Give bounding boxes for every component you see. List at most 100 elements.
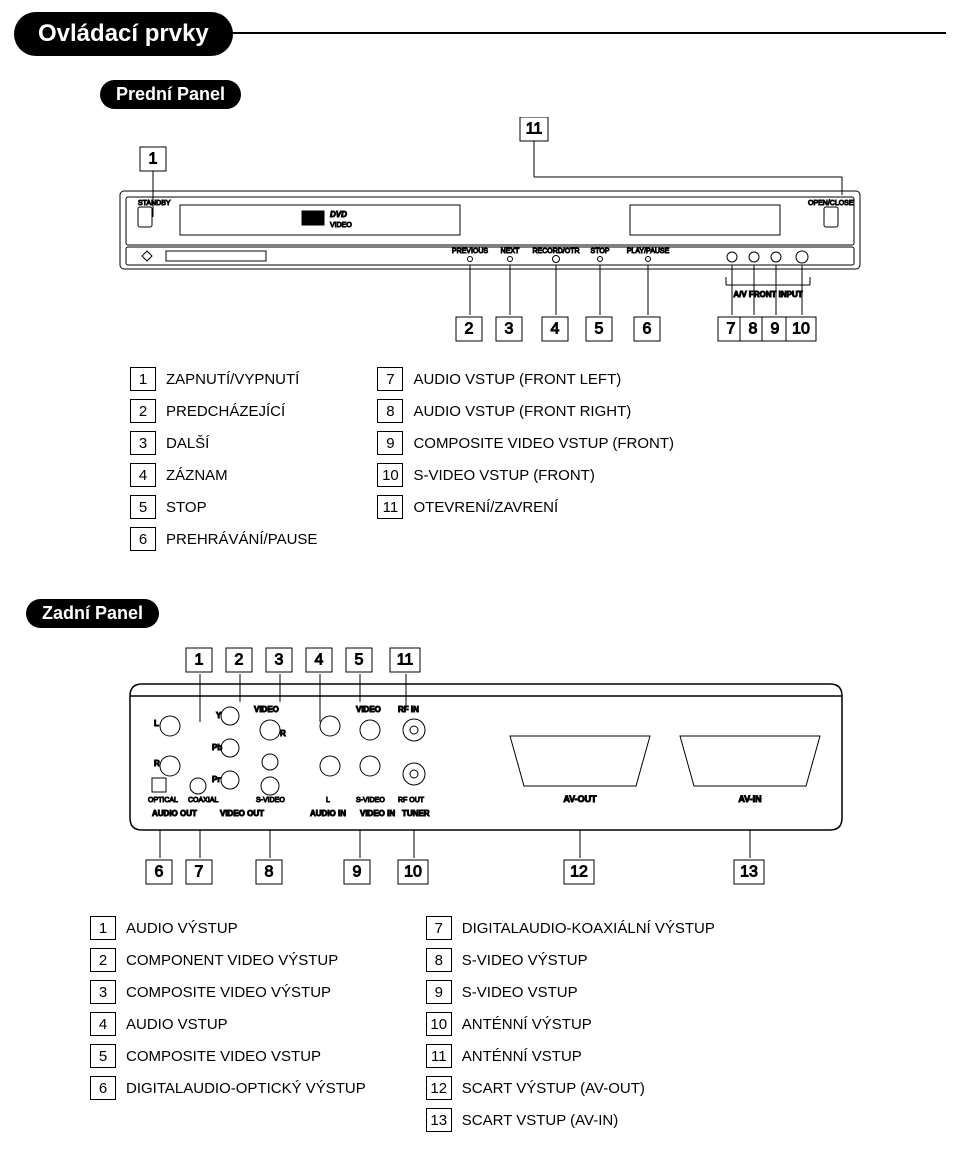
legend-label: DIGITALAUDIO-KOAXIÁLNÍ VÝSTUP [462,920,715,937]
legend-label: AUDIO VÝSTUP [126,920,238,937]
legend-row: 7DIGITALAUDIO-KOAXIÁLNÍ VÝSTUP [426,916,715,940]
callout-11: 11 [526,121,543,138]
legend-row: 10 S-VIDEO VSTUP (FRONT) [377,463,674,487]
label-playpause: PLAY/PAUSE [627,248,670,255]
page-title: Ovládací prvky [14,12,233,56]
rear-svideo1: S-VIDEO [256,797,285,804]
rear-Y: Y [216,711,222,720]
svg-text:4: 4 [315,652,324,669]
legend-row: 8S-VIDEO VÝSTUP [426,948,715,972]
legend-label: ZÁZNAM [166,467,228,484]
legend-numbox: 4 [90,1012,116,1036]
legend-label: STOP [166,499,207,516]
svg-text:R: R [280,729,286,738]
legend-label: SCART VÝSTUP (AV-OUT) [462,1080,645,1097]
legend-row: 4 ZÁZNAM [130,463,317,487]
svg-text:1: 1 [195,652,204,669]
legend-row: 4 AUDIO VSTUP [90,1012,366,1036]
label-previous: PREVIOUS [452,248,489,255]
rear-rfout: RF OUT [398,797,425,804]
rear-audioin: AUDIO IN [310,809,346,818]
legend-label: COMPONENT VIDEO VÝSTUP [126,952,338,969]
legend-numbox: 12 [426,1076,452,1100]
legend-label: SCART VSTUP (AV-IN) [462,1112,618,1129]
legend-numbox: 5 [90,1044,116,1068]
legend-numbox: 2 [130,399,156,423]
header-rule [230,32,946,34]
legend-label: AUDIO VSTUP [126,1016,228,1033]
legend-numbox: 13 [426,1108,452,1132]
legend-numbox: 11 [377,495,403,519]
svg-text:9: 9 [353,864,362,881]
legend-label: COMPOSITE VIDEO VÝSTUP [126,984,331,1001]
legend-numbox: 9 [377,431,403,455]
svg-text:2: 2 [235,652,244,669]
legend-label: S-VIDEO VSTUP [462,984,578,1001]
legend-numbox: 6 [130,527,156,551]
legend-numbox: 2 [90,948,116,972]
svg-text:8: 8 [749,321,758,338]
rear-optical: OPTICAL [148,797,178,804]
legend-row: 2 COMPONENT VIDEO VÝSTUP [90,948,366,972]
callout-1: 1 [149,151,158,168]
svg-text:3: 3 [505,321,514,338]
legend-label: COMPOSITE VIDEO VSTUP (FRONT) [413,435,674,452]
legend-row: 1 AUDIO VÝSTUP [90,916,366,940]
label-standby: STANDBY [138,200,171,207]
front-panel-diagram: 11 1 STANDBY RW DVD VIDEO OPEN/CLOSE PRE… [70,117,890,347]
legend-numbox: 10 [377,463,403,487]
legend-numbox: 4 [130,463,156,487]
legend-label: DALŠÍ [166,435,209,452]
legend-numbox: 8 [426,948,452,972]
legend-row: 9 COMPOSITE VIDEO VSTUP (FRONT) [377,431,674,455]
label-avfront: A/V FRONT INPUT [733,290,802,299]
rear-coaxial: COAXIAL [188,797,218,804]
legend-row: 12 SCART VÝSTUP (AV-OUT) [426,1076,715,1100]
label-video: VIDEO [330,222,352,229]
legend-row: 6DIGITALAUDIO-OPTICKÝ VÝSTUP [90,1076,366,1100]
svg-text:5: 5 [595,321,604,338]
legend-numbox: 8 [377,399,403,423]
rear-panel-diagram: 1234511 L R Y Pb Pr VIDEO R VIDEO RF IN [70,636,890,896]
svg-text:6: 6 [155,864,164,881]
rear-videoout: VIDEO OUT [220,809,264,818]
legend-row: 13 SCART VSTUP (AV-IN) [426,1108,715,1132]
svg-text:3: 3 [275,652,284,669]
svg-text:5: 5 [355,652,364,669]
label-next: NEXT [501,248,520,255]
rear-R: R [154,759,160,768]
legend-numbox: 9 [426,980,452,1004]
rear-video2: VIDEO [356,705,381,714]
front-panel-legend: 1ZAPNUTÍ/VYPNUTÍ2PREDCHÁZEJÍCÍ3DALŠÍ4ZÁZ… [130,367,960,551]
label-record: RECORD/OTR [532,248,579,255]
rear-audioout: AUDIO OUT [152,809,197,818]
svg-text:8: 8 [265,864,274,881]
legend-row: 7AUDIO VSTUP (FRONT LEFT) [377,367,674,391]
svg-text:7: 7 [195,864,204,881]
svg-text:L: L [326,797,330,804]
rear-Pr: Pr [212,775,220,784]
legend-numbox: 5 [130,495,156,519]
legend-row: 5COMPOSITE VIDEO VSTUP [90,1044,366,1068]
legend-row: 8AUDIO VSTUP (FRONT RIGHT) [377,399,674,423]
svg-text:2: 2 [465,321,474,338]
legend-row: 5 STOP [130,495,317,519]
rear-panel-legend: 1 AUDIO VÝSTUP 2 COMPONENT VIDEO VÝSTUP 3 COM… [90,916,960,1132]
front-panel-label: Prední Panel [100,80,241,109]
rear-svideo2: S-VIDEO [356,797,385,804]
label-dvd: DVD [330,210,347,219]
legend-numbox: 1 [90,916,116,940]
rear-rfin: RF IN [398,705,419,714]
legend-numbox: 3 [90,980,116,1004]
svg-text:11: 11 [397,652,414,669]
legend-label: OTEVRENÍ/ZAVRENÍ [413,499,558,516]
rear-L: L [154,719,159,728]
legend-label: S-VIDEO VSTUP (FRONT) [413,467,594,484]
rear-videoin: VIDEO IN [360,809,395,818]
legend-numbox: 3 [130,431,156,455]
legend-label: ANTÉNNÍ VÝSTUP [462,1016,592,1033]
label-openclose: OPEN/CLOSE [808,200,854,207]
legend-row: 1ZAPNUTÍ/VYPNUTÍ [130,367,317,391]
svg-text:4: 4 [551,321,560,338]
legend-row: 10ANTÉNNÍ VÝSTUP [426,1012,715,1036]
